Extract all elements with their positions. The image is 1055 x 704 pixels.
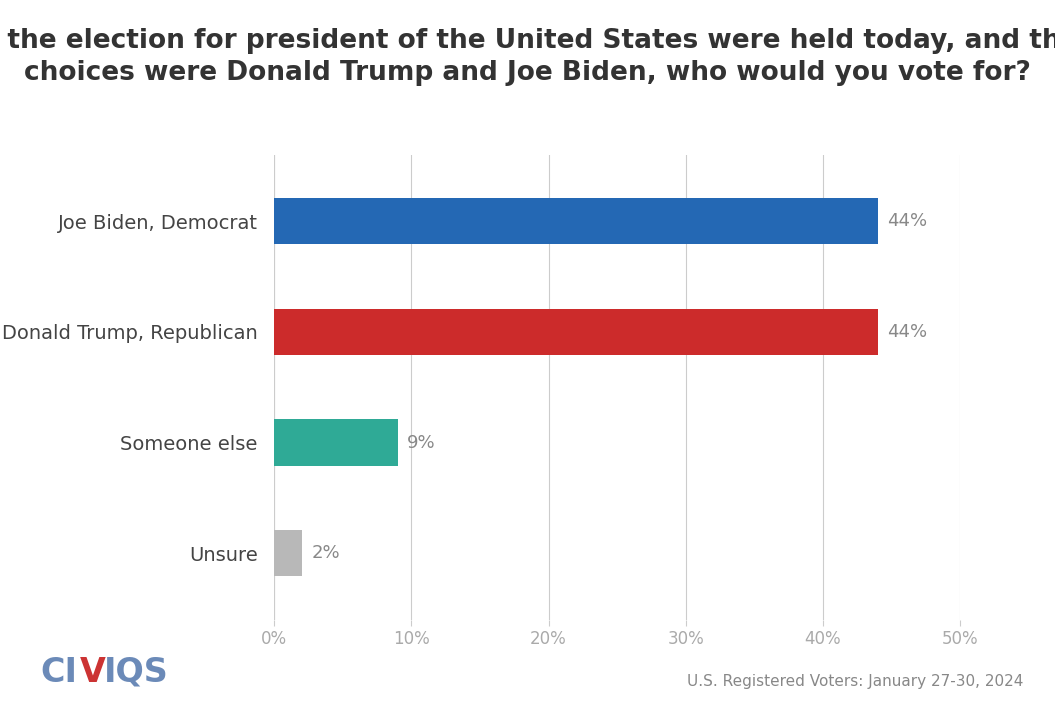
Text: If the election for president of the United States were held today, and the
choi: If the election for president of the Uni…	[0, 28, 1055, 86]
Bar	[274, 530, 302, 577]
Text: V: V	[80, 655, 107, 689]
Bar	[274, 198, 878, 244]
Text: 44%: 44%	[887, 323, 927, 341]
Bar	[274, 308, 878, 355]
Text: U.S. Registered Voters: January 27-30, 2024: U.S. Registered Voters: January 27-30, 2…	[687, 674, 1023, 689]
Bar	[274, 420, 398, 466]
Text: 44%: 44%	[887, 213, 927, 230]
Text: 2%: 2%	[311, 544, 340, 562]
Text: 9%: 9%	[407, 434, 436, 451]
Text: CI: CI	[40, 655, 77, 689]
Text: IQS: IQS	[103, 655, 168, 689]
